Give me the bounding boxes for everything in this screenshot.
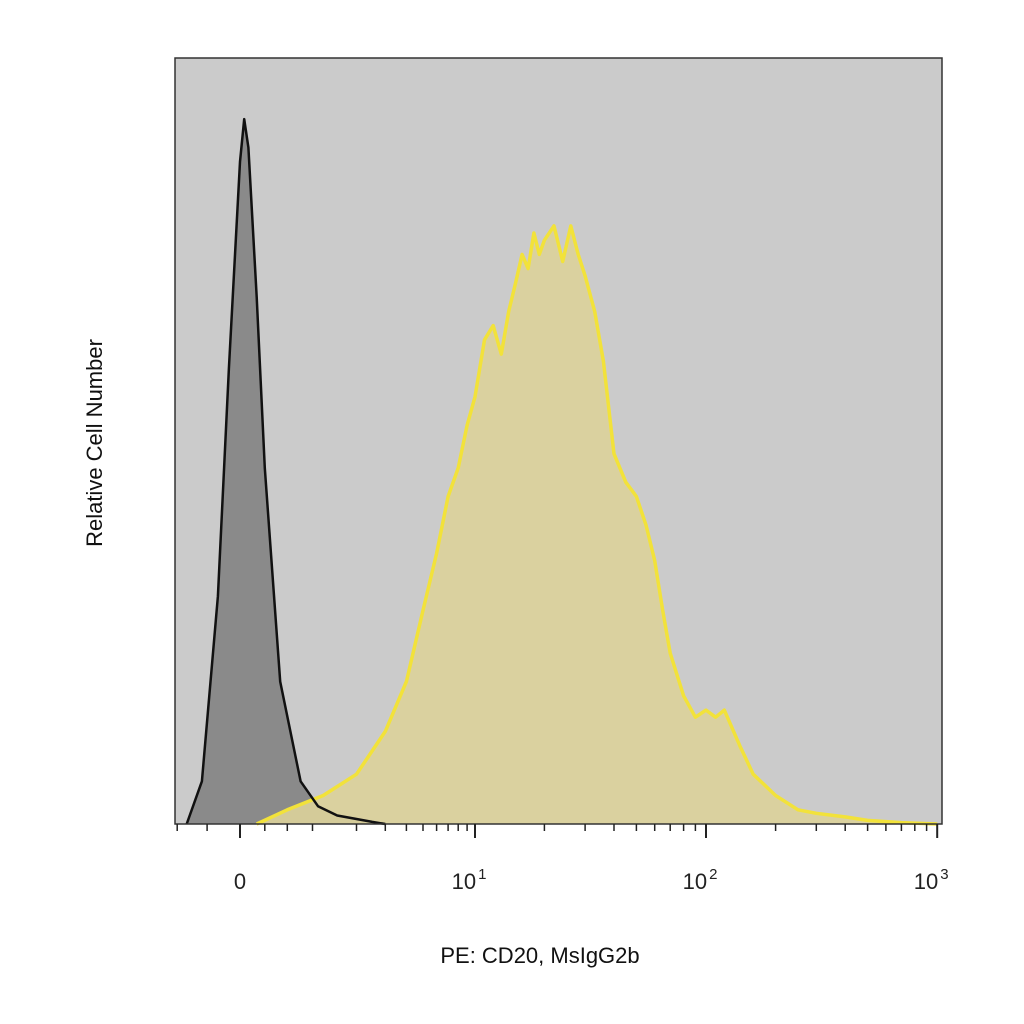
x-tick-label: 10 1 — [452, 866, 487, 894]
series-layer — [185, 117, 938, 826]
x-tick-label: 10 2 — [683, 866, 718, 894]
x-axis-title: PE: CD20, MsIgG2b — [440, 943, 639, 968]
series-cd20-stained-line — [255, 224, 938, 826]
series-isotype-control-fill — [186, 119, 386, 825]
x-axis-tick-labels: 0 10 1 10 2 10 3 — [234, 866, 949, 894]
series-cd20-stained-fill — [256, 225, 938, 824]
series-isotype-control-line — [185, 117, 386, 826]
x-tick-label: 0 — [234, 869, 246, 894]
x-tick-label: 10 3 — [914, 866, 949, 894]
plot-frame — [174, 57, 943, 825]
x-axis-ticks — [176, 824, 939, 838]
y-axis-title: Relative Cell Number — [82, 339, 107, 547]
